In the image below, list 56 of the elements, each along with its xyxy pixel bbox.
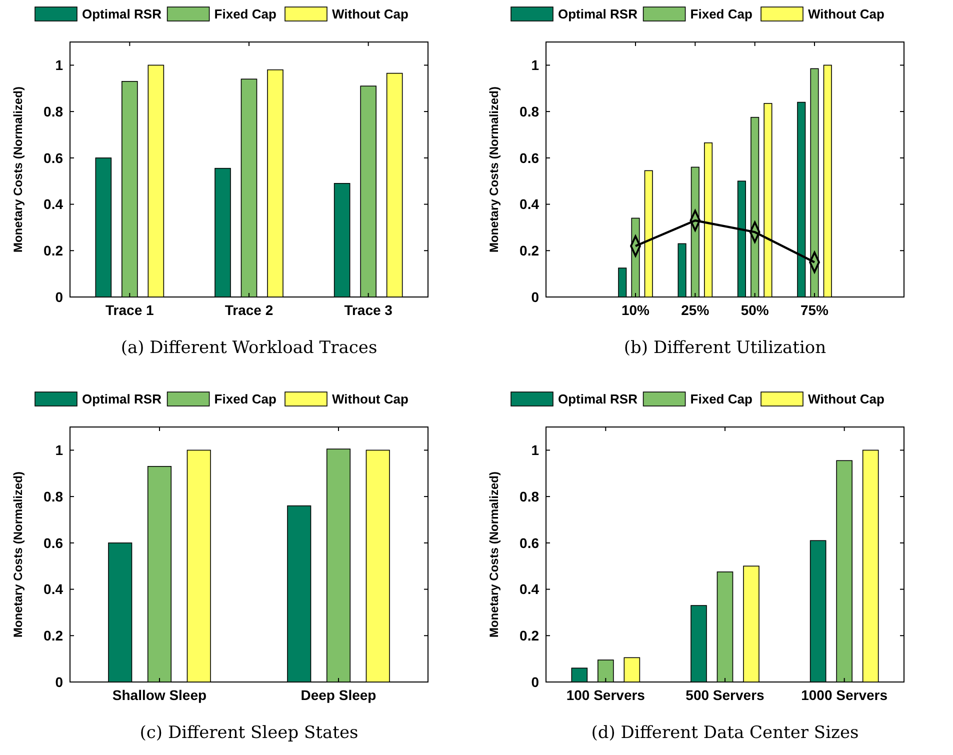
legend-label: Without Cap	[808, 392, 884, 407]
x-tick-label: 500 Servers	[686, 687, 765, 703]
y-axis-title: Monetary Costs (Normalized)	[11, 471, 25, 638]
legend-label: Fixed Cap	[214, 392, 276, 407]
legend-label: Without Cap	[332, 6, 408, 22]
x-tick-label: 75%	[800, 302, 830, 318]
y-axis-title: Monetary Costs (Normalized)	[11, 86, 25, 253]
y-tick-label: 1	[531, 57, 540, 74]
y-tick-label: 0.8	[44, 488, 64, 504]
text: (b) Different Utilization	[624, 338, 826, 358]
legend-label: Fixed Cap	[214, 6, 276, 22]
y-tick-label: 0.6	[520, 534, 540, 551]
x-tick-label: 10%	[621, 302, 650, 318]
x-tick-label: Shallow Sleep	[112, 687, 207, 703]
y-tick-label: 0.2	[520, 242, 540, 259]
y-tick-label: 0	[531, 288, 540, 305]
legend-label: Optimal RSR	[82, 392, 162, 407]
y-tick-label: 1	[55, 442, 64, 458]
legend-label: Fixed Cap	[690, 6, 752, 22]
y-axis-title: Monetary Costs (Normalized)	[487, 471, 501, 638]
x-tick-label: Trace 3	[344, 302, 393, 318]
y-tick-label: 0.6	[44, 150, 64, 166]
legend-label: Without Cap	[332, 392, 408, 407]
y-tick-label: 0.4	[520, 196, 540, 212]
text: (a) Different Workload Traces	[120, 338, 378, 358]
legend-label: Without Cap	[808, 6, 884, 22]
x-tick-label: Trace 2	[224, 302, 274, 318]
y-tick-label: 0.4	[44, 581, 64, 598]
x-tick-label: 1000 Servers	[801, 687, 888, 703]
x-tick-label: Trace 1	[106, 302, 154, 318]
y-tick-label: 0.6	[44, 534, 64, 551]
legend-label: Optimal RSR	[558, 392, 638, 407]
y-tick-label: 0	[55, 288, 64, 305]
y-tick-label: 0.4	[520, 581, 540, 598]
text: (c) Different Sleep States	[140, 723, 358, 743]
y-tick-label: 0.2	[520, 628, 540, 644]
y-tick-label: 0.8	[520, 488, 540, 504]
y-tick-label: 0	[531, 674, 540, 690]
legend-label: Fixed Cap	[690, 392, 752, 407]
y-tick-label: 0.6	[520, 150, 540, 166]
y-tick-label: 1	[55, 57, 64, 74]
y-axis-title: Monetary Costs (Normalized)	[487, 86, 501, 253]
y-tick-label: 0.2	[44, 242, 64, 259]
text: (d) Different Data Center Sizes	[591, 723, 859, 743]
x-tick-label: 50%	[740, 302, 770, 318]
y-tick-label: 0.2	[44, 628, 64, 644]
x-tick-label: 25%	[681, 302, 710, 318]
y-tick-label: 0	[55, 674, 64, 690]
x-tick-label: 100 Servers	[566, 687, 646, 703]
y-tick-label: 0.4	[44, 196, 64, 212]
y-tick-label: 0.8	[44, 103, 64, 120]
legend-label: Optimal RSR	[558, 6, 638, 22]
y-tick-label: 0.8	[520, 103, 540, 120]
legend-label: Optimal RSR	[82, 6, 162, 22]
y-tick-label: 1	[531, 442, 540, 458]
x-tick-label: Deep Sleep	[300, 687, 376, 703]
